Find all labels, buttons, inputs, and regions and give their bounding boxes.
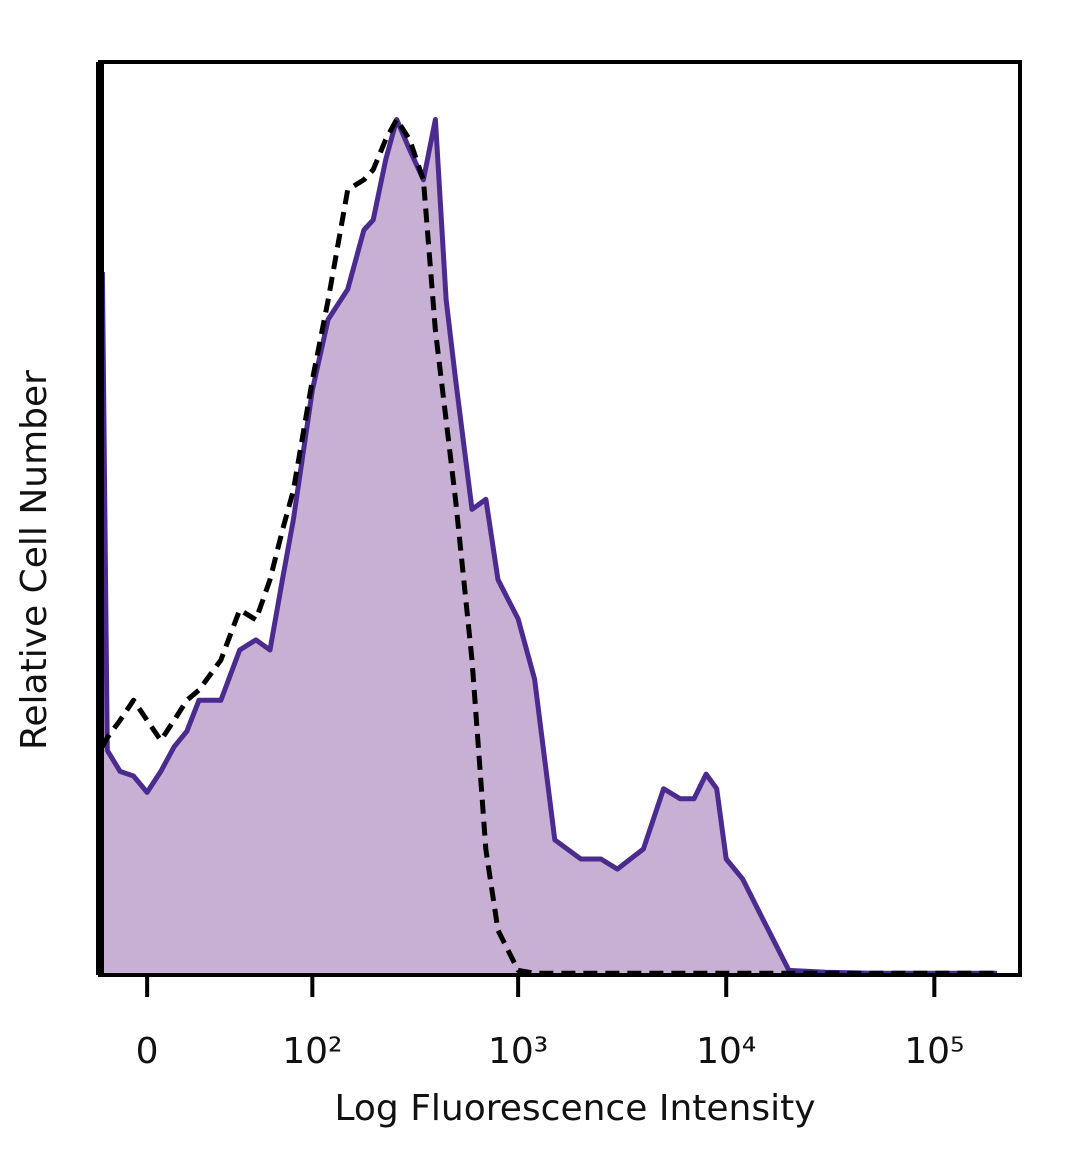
histogram-line <box>100 117 997 976</box>
x-axis-label: Log Fluorescence Intensity <box>334 1088 815 1129</box>
x-tick-label: 10³ <box>488 1031 548 1072</box>
y-axis-label: Relative Cell Number <box>14 370 55 750</box>
x-tick-label: 10⁴ <box>696 1031 756 1072</box>
histogram-fill <box>102 119 997 975</box>
x-tick-label: 10² <box>282 1031 342 1072</box>
histogram-line <box>99 117 997 976</box>
x-tick-label: 0 <box>136 1031 159 1072</box>
x-tick-label: 10⁵ <box>904 1031 964 1072</box>
